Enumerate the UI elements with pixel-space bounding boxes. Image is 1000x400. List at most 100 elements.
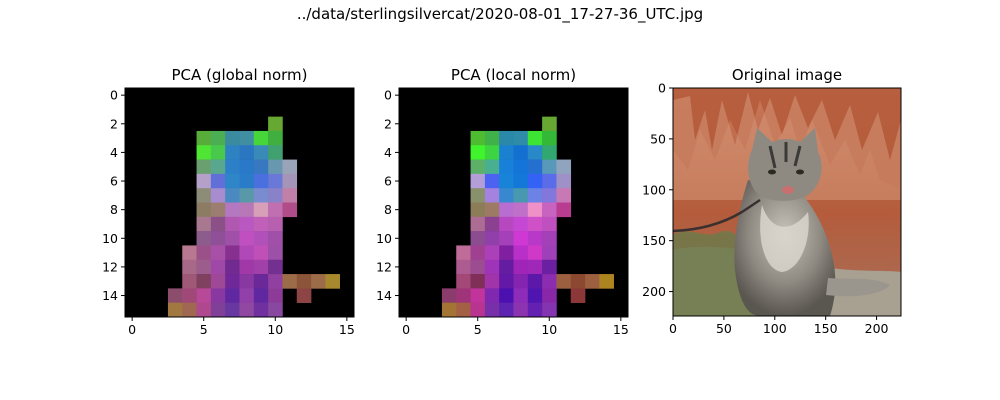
heatmap-cell: [470, 259, 486, 275]
heatmap-cell: [167, 302, 183, 318]
heatmap-cell: [527, 173, 543, 189]
heatmap-cell: [225, 216, 240, 232]
x-tick-label: 50: [716, 321, 732, 336]
heatmap-cell: [542, 116, 557, 132]
heatmap-cell: [196, 216, 212, 232]
heatmap-cell: [527, 274, 543, 289]
heatmap-cell: [167, 288, 183, 303]
heatmap-cell: [556, 274, 572, 289]
heatmap-cell: [210, 245, 226, 261]
heatmap-cell: [556, 188, 572, 203]
heatmap-cell: [253, 231, 269, 246]
heatmap-cell: [470, 288, 486, 303]
heatmap-cell: [513, 274, 529, 289]
photo-cat-tail: [826, 278, 890, 297]
heatmap-cell: [470, 231, 486, 246]
heatmap-cell: [484, 302, 500, 318]
heatmap-cell: [499, 159, 514, 175]
heatmap-cell: [239, 302, 255, 318]
heatmap-cell: [527, 202, 543, 218]
heatmap-cell: [499, 259, 514, 275]
heatmap-cell: [542, 274, 557, 289]
heatmap-cell: [196, 202, 212, 218]
heatmap-cell: [542, 159, 557, 175]
heatmap-cell: [225, 274, 240, 289]
y-tick-label: 2: [384, 116, 392, 131]
heatmap-cell: [542, 259, 557, 275]
heatmap-cell: [513, 259, 529, 275]
heatmap-cell: [253, 259, 269, 275]
heatmap-cell: [225, 245, 240, 261]
photo-leash: [673, 198, 761, 233]
photo-cat-eye-right: [796, 169, 804, 175]
heatmap-cell: [542, 288, 557, 303]
heatmap-cell: [470, 159, 486, 175]
y-tick-label: 12: [376, 259, 392, 274]
heatmap-cell: [225, 130, 240, 146]
heatmap-cell: [527, 159, 543, 175]
x-tick-label: 0: [402, 322, 410, 337]
heatmap-cell: [210, 288, 226, 303]
heatmap-cell: [470, 130, 486, 146]
y-tick-label: 50: [650, 131, 666, 146]
heatmap-cell: [484, 145, 500, 160]
heatmap-cell: [268, 274, 283, 289]
heatmap-cell: [556, 173, 572, 189]
heatmap-cell: [570, 288, 586, 303]
heatmap-cell: [527, 145, 543, 160]
heatmap-cell: [225, 145, 240, 160]
photo-canyon-hoodoos: [673, 88, 901, 190]
heatmap-cell: [268, 159, 283, 175]
heatmap-cell: [239, 288, 255, 303]
heatmap-cell: [499, 173, 514, 189]
heatmap-panel-global-norm: PCA (global norm) 0 5 10 15 0 2 4 6 8 10 12 14: [102, 66, 355, 337]
heatmap-cell: [196, 188, 212, 203]
heatmap-cell: [282, 202, 298, 218]
heatmap-cell: [484, 274, 500, 289]
heatmap-cell: [527, 302, 543, 318]
x-tick-label: 100: [763, 321, 787, 336]
heatmap-cell: [282, 274, 298, 289]
heatmap-cell: [239, 159, 255, 175]
heatmap-cell: [196, 288, 212, 303]
heatmap-cell: [268, 302, 283, 318]
heatmap-cell: [542, 245, 557, 261]
heatmap-cell: [499, 231, 514, 246]
heatmap-cell: [499, 145, 514, 160]
heatmap-cell: [253, 159, 269, 175]
heatmap-cell: [542, 145, 557, 160]
original-image-panel: Original image 0 50 100 150 200 0 50 100 150 200: [642, 66, 902, 336]
heatmap-cell: [210, 130, 226, 146]
heatmap-cell: [499, 216, 514, 232]
x-tick-label: 10: [541, 322, 557, 337]
heatmap-cell: [225, 202, 240, 218]
heatmap-cell: [210, 173, 226, 189]
heatmap-cell: [239, 274, 255, 289]
image-frame: [672, 87, 902, 317]
y-tick-label: 0: [110, 88, 118, 103]
heatmap-cell: [182, 302, 197, 318]
y-tick-label: 2: [110, 116, 118, 131]
heatmap-cell: [513, 159, 529, 175]
heatmap-cell: [513, 302, 529, 318]
heatmap-cell: [527, 288, 543, 303]
heatmap-cell: [542, 231, 557, 246]
heatmap-cell: [196, 173, 212, 189]
heatmap-cell: [599, 274, 614, 289]
heatmap-cell: [268, 145, 283, 160]
y-tick-label: 8: [384, 202, 392, 217]
heatmap-cell: [484, 259, 500, 275]
heatmap-cell: [253, 188, 269, 203]
heatmap-cell: [470, 216, 486, 232]
heatmap-cell: [513, 130, 529, 146]
heatmap-cell: [542, 202, 557, 218]
heatmap-cell: [470, 173, 486, 189]
heatmap-cell: [182, 288, 197, 303]
photo-cat-face-stripes: [768, 142, 802, 169]
y-tick-label: 150: [642, 233, 666, 248]
heatmap-cell: [182, 259, 197, 275]
heatmap-cell: [253, 245, 269, 261]
heatmap-cell: [253, 216, 269, 232]
x-tick-label: 15: [339, 322, 355, 337]
